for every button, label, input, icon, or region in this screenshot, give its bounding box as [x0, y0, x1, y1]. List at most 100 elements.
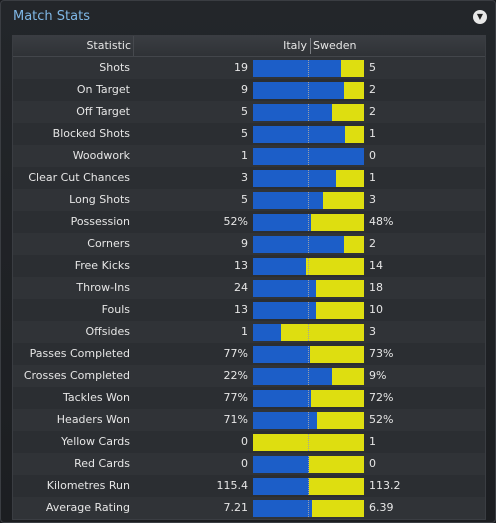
bar-midline	[308, 500, 309, 517]
stat-label: Crosses Completed	[23, 369, 130, 382]
bar-midline	[308, 214, 309, 231]
comparison-bar	[253, 368, 364, 385]
column-header-home-team[interactable]: Italy	[283, 39, 307, 52]
away-value: 0	[369, 149, 376, 162]
home-value: 13	[234, 303, 248, 316]
home-value: 19	[234, 61, 248, 74]
column-separator	[310, 38, 311, 54]
stat-label: Passes Completed	[29, 347, 130, 360]
home-value: 9	[241, 83, 248, 96]
table-row: Long Shots 5 3	[13, 189, 485, 211]
home-share-fill	[253, 500, 312, 517]
table-row: Free Kicks 13 14	[13, 255, 485, 277]
away-value: 9%	[369, 369, 387, 382]
away-value: 113.2	[369, 479, 401, 492]
home-share-fill	[253, 60, 341, 77]
away-value: 48%	[369, 215, 394, 228]
home-value: 77%	[223, 347, 248, 360]
stat-label: Offsides	[85, 325, 130, 338]
away-value: 72%	[369, 391, 394, 404]
home-share-fill	[253, 324, 281, 341]
home-value: 5	[241, 193, 248, 206]
stat-label: Shots	[99, 61, 130, 74]
comparison-bar	[253, 258, 364, 275]
comparison-bar	[253, 390, 364, 407]
table-row: Offsides 1 3	[13, 321, 485, 343]
home-value: 5	[241, 105, 248, 118]
home-value: 13	[234, 259, 248, 272]
stat-label: Tackles Won	[62, 391, 130, 404]
home-value: 9	[241, 237, 248, 250]
table-row: On Target 9 2	[13, 79, 485, 101]
home-value: 77%	[223, 391, 248, 404]
bar-midline	[308, 236, 309, 253]
home-share-fill	[253, 214, 311, 231]
away-value: 2	[369, 83, 376, 96]
table-row: Possession 52% 48%	[13, 211, 485, 233]
table-row: Blocked Shots 5 1	[13, 123, 485, 145]
comparison-bar	[253, 280, 364, 297]
stat-label: Corners	[87, 237, 130, 250]
home-share-fill	[253, 302, 316, 319]
away-value: 73%	[369, 347, 394, 360]
bar-midline	[308, 302, 309, 319]
bar-midline	[308, 170, 309, 187]
bar-midline	[308, 412, 309, 429]
comparison-bar	[253, 82, 364, 99]
stat-label: Clear Cut Chances	[28, 171, 130, 184]
column-header-away-team[interactable]: Sweden	[313, 39, 357, 52]
table-row: Off Target 5 2	[13, 101, 485, 123]
home-share-fill	[253, 82, 344, 99]
away-value: 5	[369, 61, 376, 74]
comparison-bar	[253, 412, 364, 429]
home-value: 1	[241, 325, 248, 338]
bar-midline	[308, 434, 309, 451]
home-share-fill	[253, 478, 309, 495]
away-value: 2	[369, 237, 376, 250]
stat-label: Possession	[70, 215, 130, 228]
home-share-fill	[253, 368, 332, 385]
stats-table: Statistic Italy Sweden Shots 19 5 On Target…	[12, 35, 486, 520]
home-value: 115.4	[216, 479, 249, 492]
away-value: 3	[369, 193, 376, 206]
stat-label: Fouls	[101, 303, 130, 316]
table-header: Statistic Italy Sweden	[13, 36, 485, 57]
column-divider	[133, 36, 134, 56]
comparison-bar	[253, 324, 364, 341]
table-row: Clear Cut Chances 3 1	[13, 167, 485, 189]
bar-midline	[308, 280, 309, 297]
table-row: Tackles Won 77% 72%	[13, 387, 485, 409]
home-value: 7.21	[223, 501, 249, 514]
stat-label: Throw-Ins	[76, 281, 130, 294]
home-share-fill	[253, 236, 344, 253]
table-row: Yellow Cards 0 1	[13, 431, 485, 453]
away-value: 1	[369, 171, 376, 184]
stat-label: Red Cards	[74, 457, 130, 470]
chevron-down-icon[interactable]: ▼	[473, 10, 487, 24]
bar-midline	[308, 148, 309, 165]
bar-midline	[308, 456, 309, 473]
away-value: 10	[369, 303, 383, 316]
away-value: 0	[369, 457, 376, 470]
comparison-bar	[253, 192, 364, 209]
stat-label: Long Shots	[69, 193, 130, 206]
stat-label: Off Target	[76, 105, 130, 118]
table-row: Crosses Completed 22% 9%	[13, 365, 485, 387]
home-share-fill	[253, 258, 306, 275]
away-value: 2	[369, 105, 376, 118]
bar-midline	[308, 60, 309, 77]
stat-label: Woodwork	[72, 149, 130, 162]
away-value: 1	[369, 435, 376, 448]
home-value: 0	[241, 435, 248, 448]
home-value: 3	[241, 171, 248, 184]
table-row: Woodwork 1 0	[13, 145, 485, 167]
home-value: 71%	[223, 413, 248, 426]
comparison-bar	[253, 170, 364, 187]
stat-label: Yellow Cards	[61, 435, 130, 448]
column-header-statistic[interactable]: Statistic	[86, 39, 131, 52]
home-share-fill	[253, 456, 309, 473]
home-value: 22%	[223, 369, 248, 382]
comparison-bar	[253, 302, 364, 319]
table-row: Corners 9 2	[13, 233, 485, 255]
comparison-bar	[253, 478, 364, 495]
